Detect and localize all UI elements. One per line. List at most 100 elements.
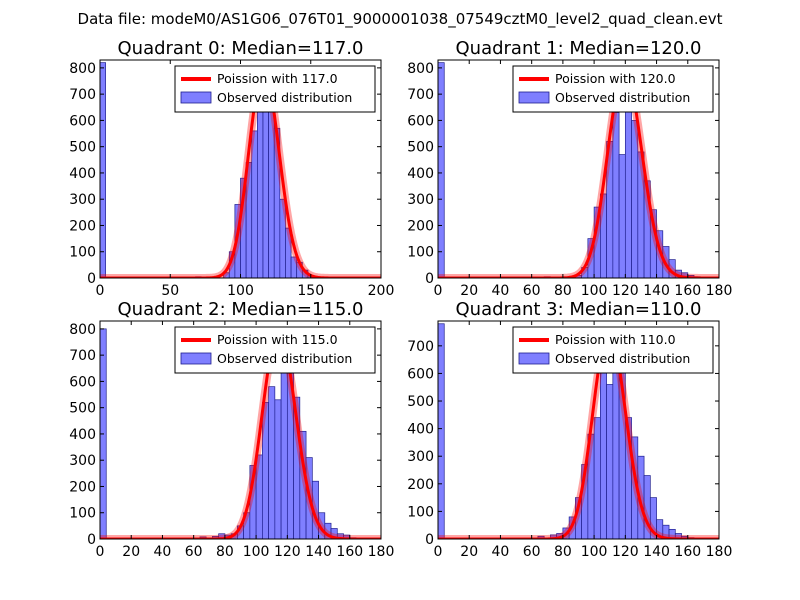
y-tick-label: 800 (69, 61, 96, 77)
y-tick-label: 400 (69, 427, 96, 443)
histogram-bar (274, 399, 282, 539)
chart-panel-3: 0 20 40 60 80 100 120 140 160 1800100200300400500… (407, 299, 732, 560)
histogram-bar (612, 112, 620, 278)
histogram-bar (257, 93, 264, 278)
x-tick-label: 80 (554, 544, 572, 560)
histogram-bar (649, 497, 657, 539)
x-tick-label: 200 (368, 283, 395, 299)
x-tick-label: 20 (122, 544, 140, 560)
y-tick-label: 0 (87, 532, 96, 548)
legend-label-poisson: Poission with 110.0 (555, 332, 676, 347)
legend-label-poisson: Poission with 120.0 (555, 71, 676, 86)
legend-label-observed: Observed distribution (217, 90, 352, 105)
y-tick-label: 100 (407, 504, 434, 520)
x-tick-label: 120 (274, 544, 301, 560)
chart-title: Quadrant 2: Median=115.0 (118, 299, 364, 320)
histogram-bar (593, 417, 601, 539)
legend-box (174, 326, 376, 374)
legend: Poission with 117.0 Observed distribution (174, 65, 376, 113)
x-tick-label: 140 (643, 544, 670, 560)
histogram-bar (606, 384, 614, 539)
poisson-curve (438, 69, 719, 278)
chart-title: Quadrant 0: Median=117.0 (118, 38, 364, 59)
y-tick-label: 300 (407, 449, 434, 465)
legend-bar-swatch (180, 352, 212, 365)
legend-bar-swatch (518, 352, 550, 365)
y-tick-label: 100 (69, 506, 96, 522)
histogram-bar (438, 323, 445, 539)
y-tick-label: 500 (407, 394, 434, 410)
histogram-bar (618, 154, 626, 278)
histogram-bar (100, 62, 106, 278)
y-tick-label: 200 (69, 479, 96, 495)
legend-label-observed: Observed distribution (555, 351, 690, 366)
x-tick-label: 0 (96, 544, 105, 560)
legend-label-poisson: Poission with 115.0 (217, 332, 338, 347)
y-tick-label: 200 (407, 218, 434, 234)
legend-box (512, 326, 714, 374)
x-tick-label: 100 (581, 283, 608, 299)
histogram-bar (600, 370, 607, 539)
y-tick-label: 0 (425, 532, 434, 548)
x-tick-label: 100 (243, 544, 270, 560)
y-tick-label: 800 (69, 322, 96, 338)
chart-title: Quadrant 1: Median=120.0 (456, 38, 702, 59)
y-tick-label: 600 (407, 113, 434, 129)
chart-panel-1: 0 20 40 60 80 100 120 140 160 1800100200300400500… (407, 38, 732, 299)
x-tick-label: 100 (581, 544, 608, 560)
x-tick-label: 160 (674, 544, 701, 560)
y-tick-label: 200 (69, 218, 96, 234)
legend-box (174, 65, 376, 113)
x-tick-label: 40 (492, 544, 510, 560)
y-tick-label: 700 (407, 87, 434, 103)
x-tick-label: 20 (460, 283, 478, 299)
y-tick-label: 400 (407, 422, 434, 438)
x-tick-label: 140 (305, 544, 332, 560)
axes-frame (99, 320, 382, 540)
y-tick-label: 300 (69, 192, 96, 208)
y-tick-label: 600 (407, 366, 434, 382)
legend-bar-swatch (180, 91, 212, 104)
chart-title: Quadrant 3: Median=110.0 (456, 299, 702, 320)
legend: Poission with 115.0 Observed distribution (174, 326, 376, 374)
x-tick-label: 120 (612, 544, 639, 560)
y-tick-label: 500 (69, 401, 96, 417)
chart-panel-2: 0 20 40 60 80 100 120 140 160 1800100200300400500… (69, 299, 394, 560)
x-tick-label: 150 (297, 283, 324, 299)
legend-box (512, 65, 714, 113)
x-tick-label: 0 (434, 283, 443, 299)
x-tick-label: 120 (612, 283, 639, 299)
x-tick-label: 40 (154, 544, 172, 560)
x-tick-label: 180 (706, 283, 733, 299)
y-tick-label: 700 (407, 339, 434, 355)
y-tick-label: 400 (407, 166, 434, 182)
y-tick-label: 400 (69, 166, 96, 182)
y-tick-label: 700 (69, 348, 96, 364)
x-tick-label: 60 (523, 283, 541, 299)
histogram-bar (285, 227, 292, 278)
y-tick-label: 500 (69, 140, 96, 156)
legend-label-poisson: Poission with 117.0 (217, 71, 338, 86)
histogram-bar (268, 386, 276, 539)
chart-panel-0: 0 50 100 150 200 0 100 200 300 400 500 600 700 800 Qua… (69, 38, 394, 299)
legend: Poission with 120.0 Observed distribution (512, 65, 714, 113)
x-tick-label: 60 (185, 544, 203, 560)
y-tick-label: 600 (69, 113, 96, 129)
y-tick-label: 300 (407, 192, 434, 208)
poisson-curve (100, 330, 381, 539)
y-tick-label: 800 (407, 61, 434, 77)
x-tick-label: 0 (434, 544, 443, 560)
x-tick-label: 180 (368, 544, 395, 560)
y-tick-label: 100 (407, 245, 434, 261)
x-tick-label: 20 (460, 544, 478, 560)
y-tick-label: 0 (87, 271, 96, 287)
legend: Poission with 110.0 Observed distribution (512, 326, 714, 374)
y-tick-label: 200 (407, 477, 434, 493)
x-tick-label: 80 (216, 544, 234, 560)
axes-frame (437, 59, 720, 279)
y-tick-label: 500 (407, 140, 434, 156)
x-tick-label: 40 (492, 283, 510, 299)
x-tick-label: 60 (523, 544, 541, 560)
y-tick-label: 300 (69, 453, 96, 469)
